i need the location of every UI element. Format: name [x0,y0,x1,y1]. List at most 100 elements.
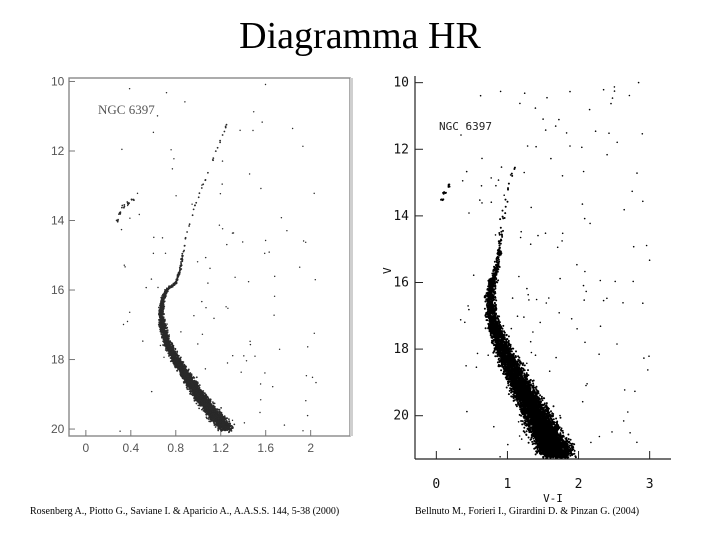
star-point [220,429,222,432]
star-point [226,421,229,423]
star-point [163,291,166,294]
star-point [212,157,215,159]
star-point [210,415,213,417]
star-point [228,420,231,423]
star-point [168,335,170,338]
star-point [488,280,491,283]
field-star-point [205,306,207,309]
star-point [168,349,171,351]
field-star-point [165,287,168,289]
star-point [174,353,176,356]
field-star-point [201,300,203,303]
star-point [204,396,206,399]
star-point [180,370,183,372]
field-star-point [302,240,305,242]
field-star-point [164,252,167,255]
field-star-point [231,419,234,422]
star-point [179,268,182,271]
star-point [229,422,232,425]
star-point [166,344,168,346]
field-star-point [120,228,123,231]
star-point [204,392,206,395]
star-point [507,182,510,185]
star-point [185,386,188,389]
field-star-point [122,323,125,326]
star-point [210,420,213,422]
star-point [198,385,200,388]
field-star-point [161,237,164,239]
star-point [205,409,207,412]
star-point [502,229,504,232]
star-point [123,206,125,209]
star-point [219,419,222,422]
star-point [158,311,161,313]
star-point [223,419,226,422]
star-point [501,215,504,218]
field-star-point [166,323,168,325]
star-point [220,407,223,409]
star-point [174,347,177,350]
star-point [200,404,203,407]
star-point [195,402,198,405]
field-star-point [121,148,123,151]
star-point [192,377,194,379]
star-point [158,321,161,323]
star-point [219,139,222,142]
field-star-point [273,295,276,298]
star-point [483,307,486,310]
star-point [179,359,182,362]
star-point [204,407,207,410]
field-star-point [123,264,126,266]
field-star-point [207,282,209,284]
star-point [170,353,173,355]
star-point [195,384,197,387]
star-point [230,428,232,431]
star-point [159,309,162,312]
star-point [217,428,220,430]
star-point [160,333,163,335]
star-point [170,345,173,348]
star-point [164,343,166,346]
y-tick-label: 18 [51,353,65,367]
field-star-point [124,266,126,268]
field-star-point [165,294,167,297]
x-tick-label: 3 [646,477,654,492]
field-star-point [193,314,195,317]
star-point [195,392,198,394]
star-point [193,386,196,389]
field-star-point [170,149,172,151]
star-point [188,225,191,227]
field-star-point [204,368,207,370]
star-point [490,312,493,315]
star-point [180,356,182,359]
star-point [491,288,494,291]
star-point [164,341,167,344]
star-point [493,301,496,304]
star-point [498,244,501,247]
star-point [201,392,204,395]
star-point [180,365,183,367]
field-star-point [165,91,168,94]
star-point [224,418,227,420]
star-point [179,366,181,369]
star-point [158,319,160,321]
star-point [489,320,492,323]
star-point [162,316,165,319]
field-star-point [249,340,251,343]
star-point [181,254,184,257]
star-point [176,350,179,353]
field-star-point [152,252,155,255]
field-star-point [264,83,267,86]
star-point [212,402,215,405]
x-tick-label: 1.2 [212,441,229,455]
star-point [196,395,199,398]
field-star-point [136,192,139,195]
field-star-point [204,256,207,259]
star-point [164,349,167,351]
star-point [162,344,164,346]
star-point [214,419,216,421]
star-point [185,379,187,382]
x-tick-label: 0 [83,441,90,455]
star-point [171,358,174,360]
field-star-point [218,224,221,226]
